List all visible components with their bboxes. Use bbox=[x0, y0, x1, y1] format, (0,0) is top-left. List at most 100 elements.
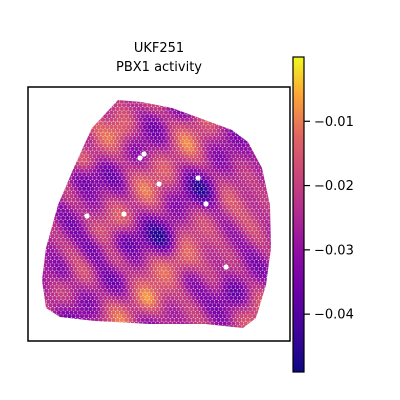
spot bbox=[82, 266, 87, 271]
spot bbox=[103, 303, 108, 308]
spot bbox=[210, 110, 215, 115]
spot bbox=[178, 179, 183, 184]
spot bbox=[193, 241, 198, 246]
spot bbox=[42, 125, 47, 130]
spot bbox=[142, 183, 148, 188]
spot bbox=[178, 223, 183, 228]
spot bbox=[90, 135, 95, 141]
spot bbox=[252, 117, 257, 122]
spot bbox=[58, 212, 64, 217]
spot bbox=[210, 205, 215, 210]
spot bbox=[98, 237, 103, 242]
spot bbox=[58, 197, 64, 202]
spot bbox=[180, 321, 185, 326]
spot bbox=[98, 208, 103, 213]
spot bbox=[199, 274, 204, 279]
spot bbox=[44, 259, 49, 264]
spot bbox=[199, 135, 204, 141]
spot bbox=[168, 241, 173, 246]
spot bbox=[239, 321, 244, 326]
spot bbox=[103, 172, 108, 177]
spot bbox=[201, 161, 206, 166]
spot bbox=[233, 223, 238, 228]
spot bbox=[82, 201, 87, 206]
spot bbox=[191, 274, 196, 279]
spot bbox=[130, 226, 135, 231]
spot bbox=[94, 194, 99, 199]
spot bbox=[163, 292, 169, 297]
spot bbox=[216, 157, 221, 162]
spot bbox=[222, 168, 227, 173]
spot bbox=[56, 237, 61, 242]
spot bbox=[147, 255, 152, 261]
spot bbox=[69, 179, 74, 184]
spot bbox=[201, 139, 206, 144]
spot bbox=[136, 237, 141, 242]
spot bbox=[77, 106, 82, 111]
spot bbox=[262, 274, 267, 279]
spot bbox=[113, 103, 118, 108]
spot bbox=[46, 270, 51, 275]
spot bbox=[71, 299, 76, 304]
spot bbox=[256, 234, 261, 239]
spot bbox=[163, 285, 169, 290]
spot bbox=[151, 175, 156, 181]
spot bbox=[96, 161, 101, 166]
spot bbox=[119, 295, 124, 301]
spot bbox=[119, 121, 124, 126]
spot bbox=[42, 303, 45, 308]
spot bbox=[75, 161, 80, 166]
spot bbox=[254, 295, 259, 301]
spot bbox=[56, 150, 61, 155]
spot bbox=[174, 208, 179, 213]
spot bbox=[42, 241, 47, 246]
spot bbox=[260, 248, 265, 253]
spot bbox=[147, 175, 152, 181]
spot bbox=[42, 197, 47, 202]
spot bbox=[155, 103, 160, 108]
chart-title-line1: UKF251 bbox=[134, 41, 184, 56]
spot bbox=[82, 106, 87, 111]
spot bbox=[157, 186, 162, 191]
spot bbox=[128, 237, 133, 242]
spot bbox=[241, 179, 246, 184]
spot bbox=[149, 245, 154, 250]
spot bbox=[229, 295, 234, 301]
spot bbox=[220, 172, 225, 177]
spot bbox=[214, 161, 219, 166]
spot bbox=[138, 110, 143, 115]
spot bbox=[94, 252, 99, 257]
spot bbox=[79, 248, 85, 253]
spot bbox=[79, 205, 85, 210]
spot bbox=[218, 219, 223, 224]
spot bbox=[136, 114, 141, 119]
spot bbox=[42, 125, 43, 130]
spot bbox=[46, 314, 51, 319]
spot bbox=[218, 110, 223, 115]
spot bbox=[92, 205, 97, 210]
spot bbox=[226, 314, 232, 319]
spot bbox=[176, 212, 181, 217]
spot bbox=[142, 190, 148, 195]
spot bbox=[237, 172, 242, 177]
spot bbox=[157, 303, 162, 308]
spot bbox=[205, 100, 211, 101]
spot bbox=[48, 259, 53, 264]
spot bbox=[201, 197, 206, 202]
spot bbox=[94, 325, 99, 328]
spot bbox=[56, 252, 61, 257]
spot bbox=[109, 132, 114, 137]
spot bbox=[166, 230, 171, 235]
spot bbox=[111, 259, 116, 264]
spot bbox=[86, 165, 91, 170]
spot bbox=[231, 132, 236, 137]
spot bbox=[229, 157, 234, 162]
spot bbox=[71, 277, 76, 282]
spot bbox=[79, 161, 85, 166]
spot bbox=[254, 157, 259, 162]
spot bbox=[256, 175, 261, 181]
spot bbox=[56, 310, 61, 315]
spot bbox=[155, 263, 160, 268]
spot bbox=[46, 277, 51, 282]
spot bbox=[140, 325, 145, 328]
